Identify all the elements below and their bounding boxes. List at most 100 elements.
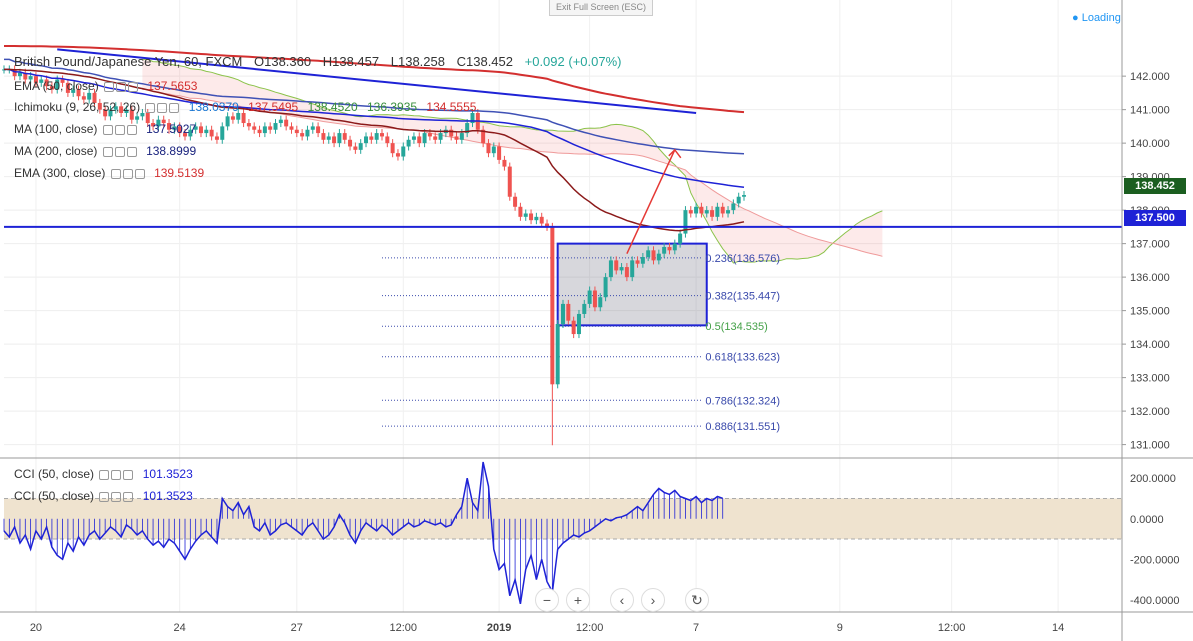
fibonacci-levels[interactable]: 0.236(136.576) 0.382(135.447) 0.5(134.535)… bbox=[381, 253, 780, 433]
candle-body bbox=[502, 159, 507, 167]
close-icon[interactable] bbox=[123, 469, 134, 480]
candle-body bbox=[198, 126, 203, 134]
candle-body bbox=[417, 136, 422, 144]
eye-icon[interactable] bbox=[99, 469, 110, 480]
candle-body bbox=[364, 136, 369, 144]
candle-body bbox=[571, 320, 576, 335]
candle-body bbox=[646, 250, 651, 258]
candle-body bbox=[630, 260, 635, 278]
candle-body bbox=[49, 86, 54, 90]
loading-label: Loading bbox=[1081, 12, 1121, 24]
candle-body bbox=[688, 210, 693, 214]
y-tick-label: 137.000 bbox=[1130, 239, 1170, 251]
gear-icon[interactable] bbox=[114, 124, 125, 135]
candle-body bbox=[731, 203, 736, 211]
candle-body bbox=[411, 136, 416, 140]
candle-body bbox=[332, 136, 337, 144]
legend-label: EMA (300, close) bbox=[14, 166, 106, 180]
candle-body bbox=[582, 303, 587, 314]
arrow-line bbox=[626, 149, 676, 254]
candle-body bbox=[406, 139, 411, 147]
y-tick-label: 142.000 bbox=[1130, 71, 1170, 83]
candle-body bbox=[268, 126, 273, 130]
candle-body bbox=[379, 133, 384, 137]
candle-body bbox=[694, 206, 699, 214]
candle-body bbox=[167, 123, 172, 130]
cci-tick-label: -400.0000 bbox=[1130, 595, 1180, 607]
gear-icon[interactable] bbox=[114, 146, 125, 157]
x-tick-label: 27 bbox=[291, 622, 303, 634]
zoom-out-button[interactable]: − bbox=[535, 588, 559, 612]
eye-icon[interactable] bbox=[104, 81, 115, 92]
zoom-in-button[interactable]: + bbox=[566, 588, 590, 612]
close-icon[interactable] bbox=[169, 102, 180, 113]
gear-icon[interactable] bbox=[157, 102, 168, 113]
close-icon[interactable] bbox=[128, 81, 139, 92]
legend-cci-2[interactable]: CCI (50, close) 101.3523 bbox=[14, 487, 193, 505]
symbol-name[interactable]: British Pound/Japanese Yen, 60, FXCM bbox=[14, 54, 243, 69]
candle-body bbox=[348, 139, 353, 147]
gear-icon[interactable] bbox=[116, 81, 127, 92]
eye-icon[interactable] bbox=[110, 168, 121, 179]
rectangle-drawing[interactable] bbox=[556, 242, 708, 327]
y-tick-label: 140.000 bbox=[1130, 138, 1170, 150]
candle-body bbox=[145, 112, 150, 124]
candle-body bbox=[656, 253, 661, 261]
candle-body bbox=[278, 119, 283, 124]
candle-body bbox=[172, 126, 177, 130]
cci-line bbox=[3, 461, 723, 605]
candle-body bbox=[614, 260, 619, 271]
eye-icon[interactable] bbox=[102, 146, 113, 157]
exit-fullscreen-button[interactable]: Exit Full Screen (ESC) bbox=[549, 0, 653, 16]
legend-cci-1[interactable]: CCI (50, close) 101.3523 bbox=[14, 465, 193, 483]
drawings[interactable] bbox=[57, 48, 697, 254]
eye-icon[interactable] bbox=[145, 102, 156, 113]
reset-chart-button[interactable]: ↻ bbox=[685, 588, 709, 612]
cci-tick-label: 0.0000 bbox=[1130, 514, 1164, 526]
legend-ema50[interactable]: EMA (50, close) 137.5653 bbox=[14, 77, 197, 95]
gear-icon[interactable] bbox=[111, 469, 122, 480]
candle-body bbox=[353, 146, 358, 150]
candle-body bbox=[28, 76, 33, 80]
close-icon[interactable] bbox=[123, 491, 134, 502]
close-icon[interactable] bbox=[126, 124, 137, 135]
candle-body bbox=[742, 195, 747, 197]
legend-value: 138.8999 bbox=[146, 144, 197, 158]
candle-body bbox=[539, 216, 544, 224]
scroll-right-button[interactable]: › bbox=[641, 588, 665, 612]
close-icon[interactable] bbox=[134, 168, 145, 179]
legend-ma200[interactable]: MA (200, close) 138.8999 bbox=[14, 142, 196, 160]
gear-icon[interactable] bbox=[111, 491, 122, 502]
close-icon[interactable] bbox=[126, 146, 137, 157]
trendline bbox=[57, 48, 697, 114]
legend-value: 138.0379 bbox=[188, 100, 239, 114]
candle-body bbox=[204, 129, 209, 134]
legend-ichimoku[interactable]: Ichimoku (9, 26, 52, 26) 138.0379 137.54… bbox=[14, 98, 476, 116]
eye-icon[interactable] bbox=[99, 491, 110, 502]
candle-body bbox=[704, 210, 709, 214]
legend-label: EMA (50, close) bbox=[14, 79, 99, 93]
candle-body bbox=[635, 260, 640, 264]
ohlc-close: C138.452 bbox=[456, 54, 513, 69]
candle-body bbox=[246, 123, 251, 127]
legend-ma100[interactable]: MA (100, close) 137.5027 bbox=[14, 120, 196, 138]
arrow-head bbox=[668, 148, 682, 159]
candle-body bbox=[454, 136, 459, 140]
candle-body bbox=[87, 92, 92, 100]
candle-body bbox=[129, 109, 134, 120]
x-tick-label: 20 bbox=[30, 622, 42, 634]
fib-level-label: 0.5(134.535) bbox=[705, 321, 767, 333]
candle-body bbox=[651, 250, 656, 261]
gear-icon[interactable] bbox=[122, 168, 133, 179]
eye-icon[interactable] bbox=[102, 124, 113, 135]
ema300-line bbox=[4, 45, 745, 114]
candle-body bbox=[550, 226, 555, 385]
candle-body bbox=[555, 324, 560, 385]
rectangle-shape bbox=[556, 242, 708, 327]
candle-body bbox=[289, 126, 294, 130]
candle-body bbox=[230, 116, 235, 120]
scroll-left-button[interactable]: ‹ bbox=[610, 588, 634, 612]
legend-ema300[interactable]: EMA (300, close) 139.5139 bbox=[14, 164, 204, 182]
candle-body bbox=[193, 126, 198, 130]
